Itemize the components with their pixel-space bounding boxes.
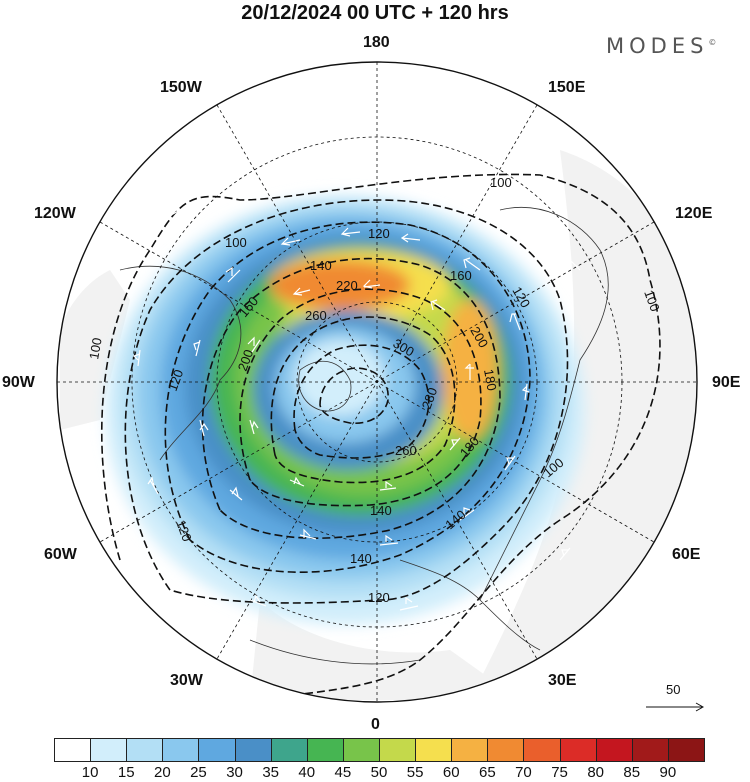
reference-arrow-icon — [646, 702, 705, 712]
colorbar-swatch — [559, 738, 597, 762]
chart-title: 20/12/2024 00 UTC + 120 hrs — [241, 2, 509, 24]
colorbar-swatch — [523, 738, 561, 762]
contour-label: 140 — [370, 503, 392, 518]
contour-label: 280 — [419, 386, 441, 412]
contour-label: 160 — [450, 268, 472, 283]
lon-label-60w: 60W — [44, 546, 77, 563]
colorbar-swatch — [126, 738, 164, 762]
colorbar — [54, 738, 705, 762]
copyright-mark: © — [708, 38, 717, 47]
lon-label-150w: 150W — [160, 79, 202, 96]
contour-label: 100 — [86, 337, 105, 361]
colorbar-tick-label: 80 — [587, 764, 604, 781]
height-contours — [101, 173, 661, 701]
colorbar-swatch — [631, 738, 669, 762]
wind-reference-label: 50 — [666, 682, 681, 697]
colorbar-swatch — [667, 738, 705, 762]
lon-label-120w: 120W — [34, 205, 76, 222]
contour-label: 180 — [481, 368, 500, 392]
colorbar-swatch — [487, 738, 525, 762]
contour-label: 120 — [173, 518, 195, 544]
contour-label: 220 — [336, 278, 358, 293]
brand-name: MODES — [606, 34, 709, 58]
contour-label: 100 — [490, 175, 512, 190]
colorbar-tick-label: 55 — [406, 764, 424, 781]
colorbar-tick-label: 35 — [262, 764, 279, 781]
lon-label-0: 0 — [371, 716, 380, 733]
colorbar-swatch — [234, 738, 272, 762]
wind-speed-field — [105, 195, 585, 625]
wind-reference-vector: 50 — [646, 682, 706, 722]
contour-label: 120 — [368, 590, 390, 605]
colorbar-swatch — [54, 738, 92, 762]
colorbar-swatch — [90, 738, 128, 762]
colorbar-swatch — [162, 738, 200, 762]
contour-label: 140 — [350, 551, 372, 566]
colorbar-tick-label: 15 — [117, 764, 135, 781]
lon-label-30e: 30E — [548, 672, 577, 689]
lon-label-180: 180 — [363, 34, 390, 51]
contour-label: 120 — [165, 368, 187, 394]
lon-label-60e: 60E — [672, 546, 701, 563]
map-boundary — [56, 61, 698, 703]
lon-label-120e: 120E — [675, 205, 713, 222]
colorbar-swatch — [270, 738, 308, 762]
colorbar-tick-label: 60 — [442, 764, 460, 781]
wind-vectors — [132, 206, 581, 611]
contour-label: 200 — [235, 348, 257, 374]
colorbar-ticks: 10 15 20 25 30 35 40 45 50 55 60 65 70 75 80 85 90 — [0, 764, 750, 782]
colorbar-tick-label: 65 — [478, 764, 496, 781]
colorbar-swatch — [342, 738, 380, 762]
colorbar-tick-label: 50 — [370, 764, 388, 781]
colorbar-tick-label: 70 — [515, 764, 532, 781]
colorbar-swatch — [379, 738, 417, 762]
graticule — [57, 62, 697, 702]
contour-label: 120 — [368, 226, 390, 241]
colorbar-swatch — [415, 738, 453, 762]
colorbar-tick-label: 10 — [81, 764, 99, 781]
colorbar-tick-label: 30 — [226, 764, 243, 781]
coastlines — [119, 207, 609, 665]
colorbar-swatch — [595, 738, 633, 762]
colorbar-tick-label: 20 — [153, 764, 171, 781]
contour-label: 260 — [305, 308, 327, 323]
contour-label: 140 — [310, 258, 332, 273]
brand-logo: MODES© — [606, 34, 716, 58]
lon-label-90w: 90W — [2, 374, 35, 391]
lon-label-90e: 90E — [712, 374, 741, 391]
contour-label: 100 — [225, 235, 247, 250]
contour-label: 260 — [395, 443, 417, 458]
colorbar-tick-label: 90 — [659, 764, 677, 781]
colorbar-tick-label: 25 — [190, 764, 207, 781]
colorbar-tick-label: 45 — [334, 764, 352, 781]
lon-label-150e: 150E — [548, 79, 586, 96]
contour-label: 100 — [641, 288, 663, 314]
lon-label-30w: 30W — [170, 672, 203, 689]
colorbar-swatch — [198, 738, 236, 762]
colorbar-tick-label: 75 — [551, 764, 568, 781]
colorbar-tick-label: 85 — [623, 764, 641, 781]
colorbar-swatch — [451, 738, 489, 762]
colorbar-swatch — [306, 738, 344, 762]
colorbar-tick-label: 40 — [298, 764, 316, 781]
